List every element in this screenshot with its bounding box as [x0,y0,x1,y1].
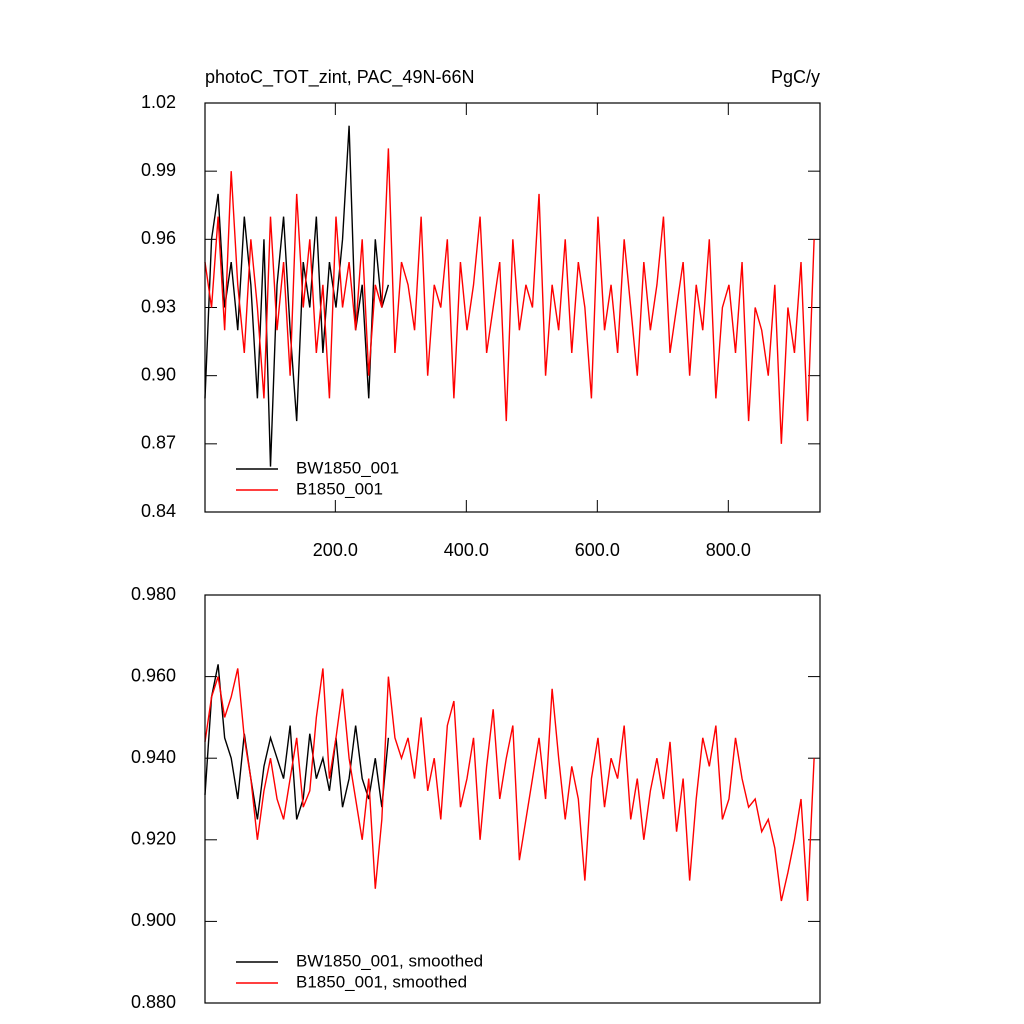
y-tick-label: 0.99 [141,160,176,180]
chart-title: photoC_TOT_zint, PAC_49N-66N [205,67,474,88]
y-tick-label: 0.84 [141,501,176,521]
y-tick-label: 0.93 [141,296,176,316]
data-line [204,668,815,902]
y-tick-label: 0.90 [141,364,176,384]
y-tick-label: 0.980 [131,584,176,604]
data-line [204,148,815,444]
y-tick-label: 0.87 [141,433,176,453]
legend-label: B1850_001, smoothed [296,972,467,991]
y-tick-label: 0.900 [131,910,176,930]
y-tick-label: 0.920 [131,829,176,849]
legend-label: BW1850_001, smoothed [296,951,483,970]
legend-label: B1850_001 [296,479,383,498]
y-tick-label: 0.96 [141,228,176,248]
data-line [204,125,390,467]
plot-frame [204,102,821,513]
y-tick-label: 0.940 [131,747,176,767]
units: PgC/y [771,67,820,87]
legend-label: BW1850_001 [296,458,399,477]
y-tick-label: 0.960 [131,665,176,685]
x-tick-label: 200.0 [313,540,358,560]
x-tick-label: 600.0 [575,540,620,560]
data-line [204,664,390,820]
x-tick-label: 400.0 [444,540,489,560]
x-tick-label: 800.0 [706,540,751,560]
y-tick-label: 1.02 [141,92,176,112]
plot-frame [204,594,821,1004]
y-tick-label: 0.880 [131,992,176,1012]
